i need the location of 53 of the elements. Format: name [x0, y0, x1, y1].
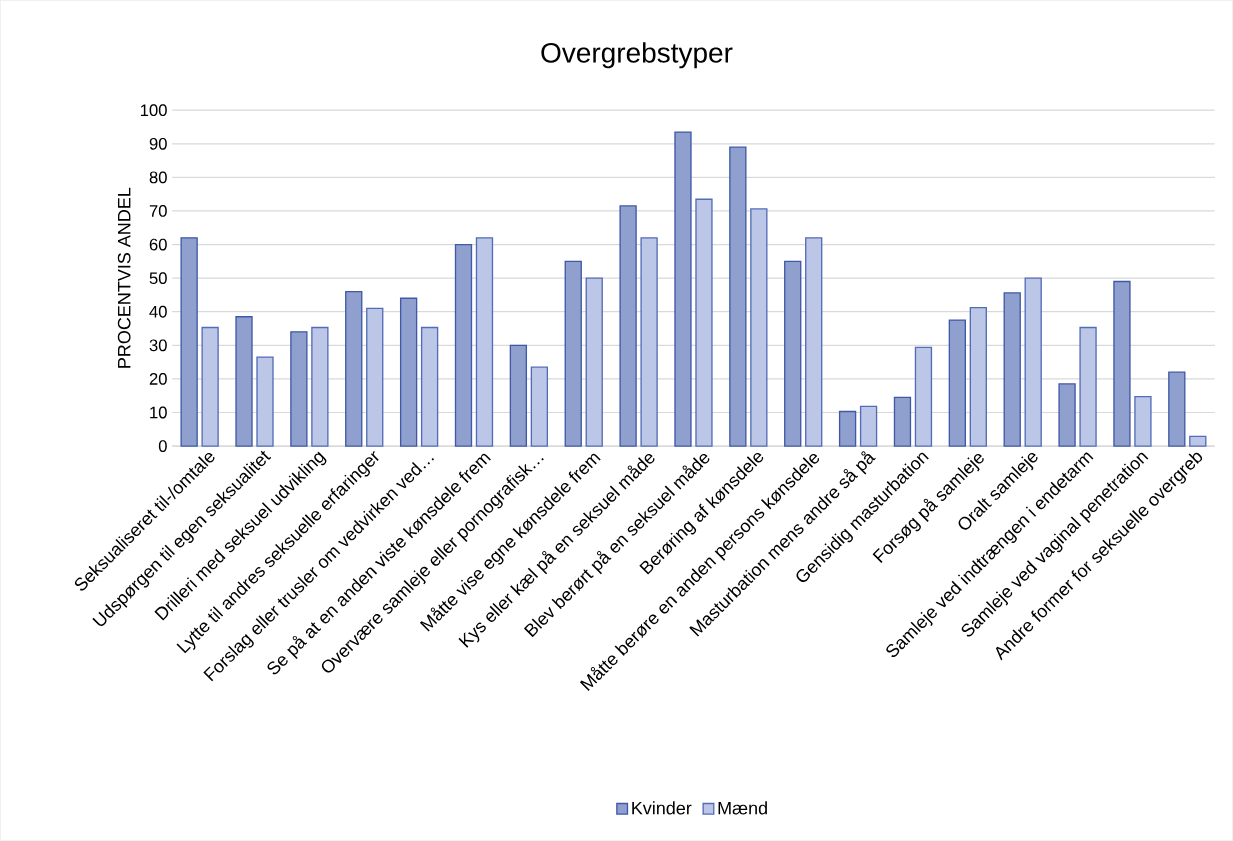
legend-label: Mænd	[718, 801, 767, 815]
bar	[619, 205, 637, 447]
bar	[311, 326, 329, 447]
bar	[345, 290, 363, 447]
bar	[729, 146, 747, 447]
bar	[1134, 395, 1152, 447]
bar	[256, 356, 274, 447]
bar	[1168, 371, 1186, 447]
bar	[366, 307, 384, 447]
bar	[475, 237, 494, 447]
bar	[859, 405, 878, 447]
bar	[1113, 280, 1131, 447]
y-tick-label: 20	[149, 372, 167, 385]
bar	[530, 366, 549, 447]
bar	[1058, 383, 1076, 447]
bar	[948, 319, 966, 447]
bar	[695, 198, 713, 447]
bar	[290, 331, 308, 447]
y-tick-label: 80	[149, 171, 167, 184]
y-tick-label: 60	[149, 238, 167, 251]
bar	[585, 277, 603, 447]
y-tick-label: 30	[149, 339, 167, 352]
y-tick-label: 10	[150, 406, 167, 419]
bar	[509, 344, 528, 447]
y-tick-label: 50	[149, 272, 167, 284]
y-tick-label: 90	[149, 137, 167, 150]
bar	[893, 396, 912, 447]
y-axis-title: PROCENTVIS ANDEL	[117, 187, 131, 368]
bar	[750, 208, 768, 447]
bar	[420, 326, 439, 447]
bar	[454, 243, 473, 447]
legend-label: Kvinder	[632, 801, 692, 815]
bar	[1079, 326, 1097, 447]
bar	[1024, 277, 1042, 447]
chart-title: Overgrebstyper	[541, 42, 733, 69]
bar	[1189, 435, 1207, 447]
bar	[640, 237, 658, 447]
bar	[838, 410, 857, 447]
bar	[674, 131, 692, 447]
bar	[235, 316, 253, 447]
y-tick-label: 40	[149, 305, 167, 318]
bar	[784, 260, 802, 447]
bar	[914, 346, 933, 447]
bar	[201, 326, 219, 447]
bar	[180, 237, 198, 447]
bar	[1003, 292, 1021, 447]
bar	[969, 306, 987, 447]
bar	[805, 237, 823, 447]
bar	[399, 297, 418, 447]
y-tick-label: 70	[149, 205, 167, 217]
y-tick-label: 100	[140, 104, 167, 117]
y-tick-label: 0	[158, 440, 167, 452]
bar	[564, 260, 582, 447]
